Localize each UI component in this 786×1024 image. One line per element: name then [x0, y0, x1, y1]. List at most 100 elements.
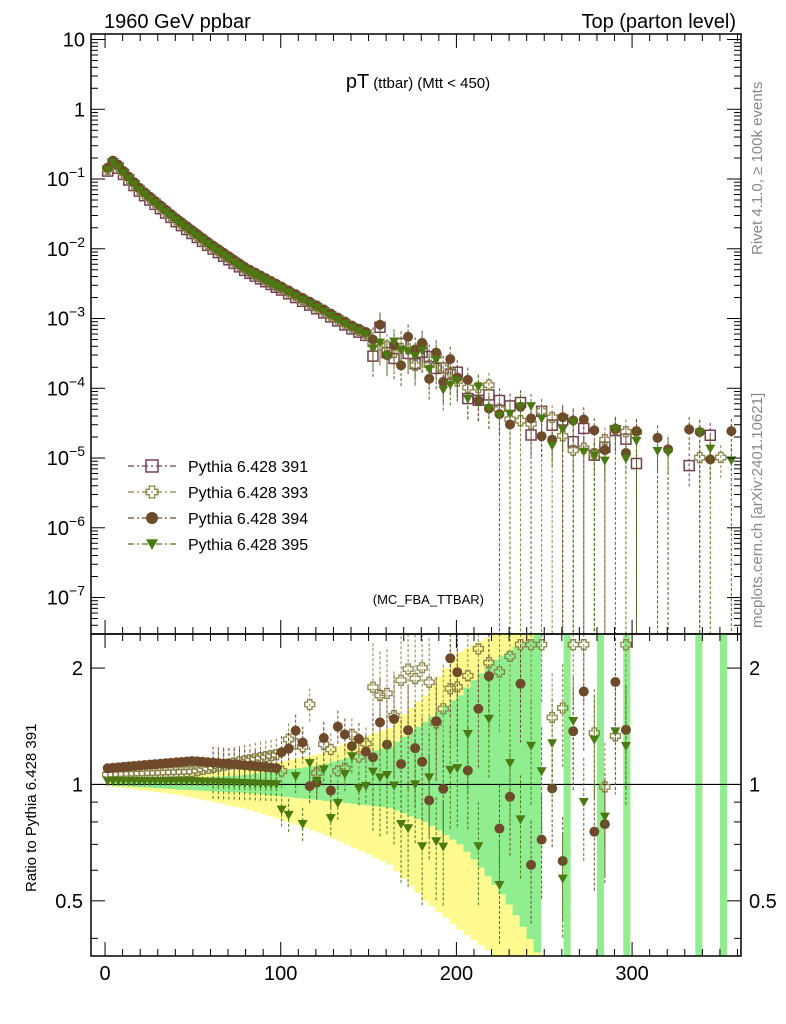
ratio-point [381, 687, 393, 700]
ratio-point [525, 638, 537, 651]
main-data-points [101, 155, 737, 634]
data-point [620, 433, 632, 445]
data-point [694, 428, 705, 438]
plot-title-cut: (Mtt < 450) [417, 75, 490, 92]
data-point [171, 216, 182, 226]
band-bin [386, 746, 394, 808]
ratio-point [431, 837, 442, 847]
data-point [588, 448, 600, 460]
x-tick-label: 300 [615, 963, 648, 985]
legend-marker [145, 459, 159, 473]
ratio-point [332, 799, 343, 809]
header-process: Top (parton level) [581, 11, 736, 33]
data-point [255, 273, 266, 283]
plot-title-main: pT [346, 71, 369, 93]
ratio-point [515, 815, 526, 825]
ratio-point [186, 765, 198, 778]
main-plot: 10 1 10−1 10−2 10−3 10−4 10−5 10−6 10−7 pT (ttbar… [47, 30, 742, 635]
ratio-point [493, 666, 506, 678]
data-point [107, 158, 118, 168]
analysis-tag: (MC_FBA_TTBAR) [373, 592, 484, 607]
ratio-point [395, 674, 407, 686]
ratio-point [452, 764, 463, 774]
ratio-point [346, 752, 357, 762]
series-s395 [102, 158, 737, 634]
ratio-point [410, 780, 421, 790]
ratio-point [473, 842, 484, 852]
ratio-point [504, 759, 515, 769]
ratio-point [504, 650, 516, 663]
ratio-point [409, 672, 421, 685]
data-point [462, 394, 473, 404]
band-bin [498, 655, 507, 895]
band-bin [351, 755, 359, 805]
data-point [374, 338, 385, 348]
ratio-point [325, 743, 337, 756]
data-point [346, 323, 357, 333]
ratio-point [557, 702, 569, 714]
band-bin [280, 769, 289, 797]
legend: Pythia 6.428 391 Pythia 6.428 393 Pythia 6… [128, 459, 308, 554]
y-tick-label: 10−2 [47, 234, 85, 261]
band-spike [563, 634, 571, 956]
y-tick-label: 10−5 [47, 443, 85, 470]
data-point [684, 424, 695, 435]
data-point [311, 303, 322, 313]
data-point [546, 411, 558, 424]
ratio-point [382, 771, 393, 781]
data-point [325, 311, 336, 321]
data-point [431, 356, 442, 366]
ratio-y-tick-label-left: 2 [72, 658, 83, 680]
ratio-point [431, 716, 442, 727]
legend-label: Pythia 6.428 393 [188, 485, 308, 502]
data-point [494, 411, 505, 421]
data-point [239, 265, 250, 275]
ratio-point [452, 667, 463, 678]
data-point [504, 409, 515, 419]
data-point [683, 459, 695, 472]
ratio-point [578, 686, 589, 697]
band-bin [294, 768, 303, 799]
data-point [504, 419, 515, 430]
ratio-y-tick-label-left: 0.5 [55, 891, 83, 913]
rivet-label: Rivet 4.1.0, ≥ 100k events [749, 82, 766, 255]
data-point [438, 385, 449, 395]
ratio-point [589, 826, 600, 837]
data-point [705, 444, 716, 454]
data-point [160, 207, 171, 217]
ratio-point [473, 703, 484, 714]
ratio-point [445, 765, 456, 775]
ratio-point [483, 714, 494, 724]
data-point [705, 454, 716, 465]
data-point [417, 346, 428, 356]
ratio-point [332, 721, 343, 732]
ratio-point [494, 823, 505, 834]
ratio-point [526, 859, 537, 870]
band-spike [596, 634, 604, 956]
band-bin [526, 638, 535, 940]
y-tick-label: 1 [74, 99, 85, 121]
data-point [113, 163, 124, 173]
data-point [526, 413, 537, 424]
ratio-point [610, 727, 621, 737]
band-bin [287, 769, 296, 798]
data-point [181, 224, 192, 234]
band-bin [329, 761, 338, 802]
band-bin [365, 752, 373, 806]
band-bin [393, 741, 401, 811]
ratio-point [191, 764, 203, 777]
band-bin [322, 763, 331, 802]
data-point [367, 344, 378, 354]
data-point [197, 236, 208, 246]
data-point [155, 203, 166, 213]
x-tick-label: 200 [440, 963, 473, 985]
data-point [129, 180, 140, 190]
legend-entry: Pythia 6.428 394 [128, 511, 308, 528]
data-point [726, 426, 737, 437]
ratio-point [568, 726, 579, 737]
ratio-point [536, 834, 547, 845]
data-point [276, 284, 287, 294]
ratio-point [290, 772, 301, 782]
y-tick-label: 10−1 [47, 164, 85, 191]
ratio-point [567, 638, 579, 651]
